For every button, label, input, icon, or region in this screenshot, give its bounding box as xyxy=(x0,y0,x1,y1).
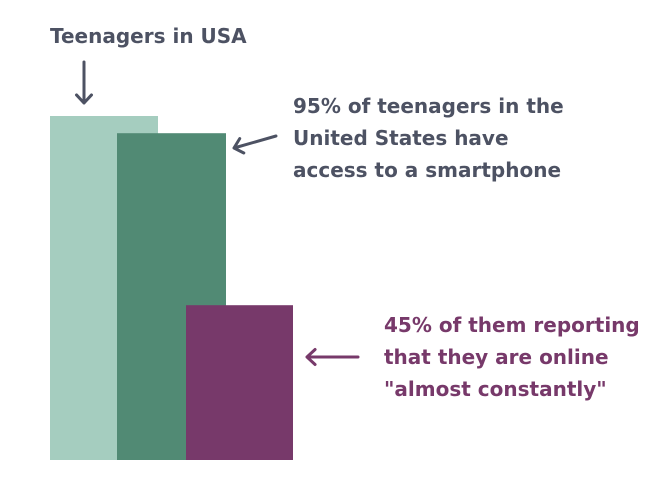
arrow-group xyxy=(75,60,360,366)
annotation-line: access to a smartphone xyxy=(293,158,562,182)
arrow-online-icon xyxy=(305,348,360,366)
arrow-smartphone-icon xyxy=(232,134,278,155)
arrow-title-icon xyxy=(75,60,93,105)
bar-group xyxy=(50,116,293,460)
annotation-online-constantly: 45% of them reporting that they are onli… xyxy=(384,309,640,405)
annotation-line: that they are online xyxy=(384,345,609,369)
bar-3 xyxy=(186,305,293,460)
annotation-line: 95% of teenagers in the xyxy=(293,94,564,118)
annotation-line: "almost constantly" xyxy=(384,377,607,401)
annotation-line: United States have xyxy=(293,126,509,150)
chart-title: Teenagers in USA xyxy=(50,24,247,48)
annotation-smartphone-access: 95% of teenagers in the United States ha… xyxy=(293,90,564,186)
annotation-line: 45% of them reporting xyxy=(384,313,640,337)
